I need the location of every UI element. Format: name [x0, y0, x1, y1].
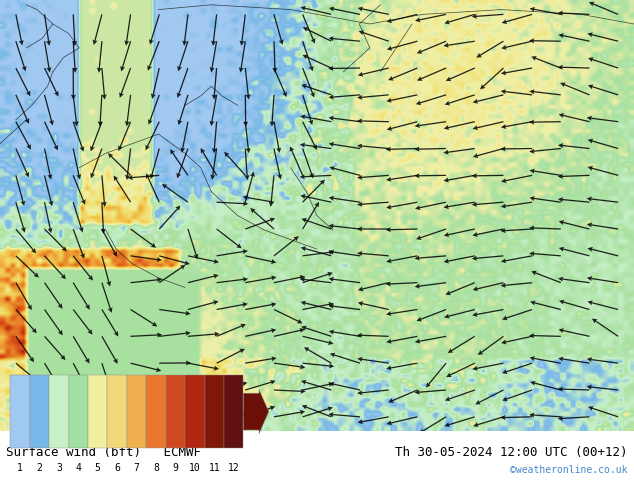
Text: 9: 9 — [172, 463, 178, 473]
Text: 3: 3 — [56, 463, 61, 473]
Text: 4: 4 — [75, 463, 81, 473]
Bar — [165, 375, 185, 448]
Bar — [10, 375, 30, 448]
Bar — [205, 375, 224, 448]
Text: 12: 12 — [228, 463, 240, 473]
Text: ©weatheronline.co.uk: ©weatheronline.co.uk — [510, 466, 628, 475]
Bar — [185, 375, 205, 448]
Text: 6: 6 — [114, 463, 120, 473]
Text: 10: 10 — [189, 463, 201, 473]
Bar — [30, 375, 49, 448]
FancyArrow shape — [243, 390, 269, 434]
Text: 7: 7 — [134, 463, 139, 473]
Text: 11: 11 — [209, 463, 220, 473]
Bar — [88, 375, 107, 448]
Bar — [107, 375, 127, 448]
Text: Surface wind (bft)   ECMWF: Surface wind (bft) ECMWF — [6, 446, 202, 459]
Bar — [224, 375, 243, 448]
Text: 8: 8 — [153, 463, 159, 473]
Bar — [49, 375, 68, 448]
Text: 5: 5 — [94, 463, 101, 473]
Bar — [127, 375, 146, 448]
Text: 1: 1 — [17, 463, 23, 473]
Bar — [68, 375, 88, 448]
Text: Th 30-05-2024 12:00 UTC (00+12): Th 30-05-2024 12:00 UTC (00+12) — [395, 446, 628, 459]
Bar — [146, 375, 165, 448]
Text: 2: 2 — [36, 463, 42, 473]
